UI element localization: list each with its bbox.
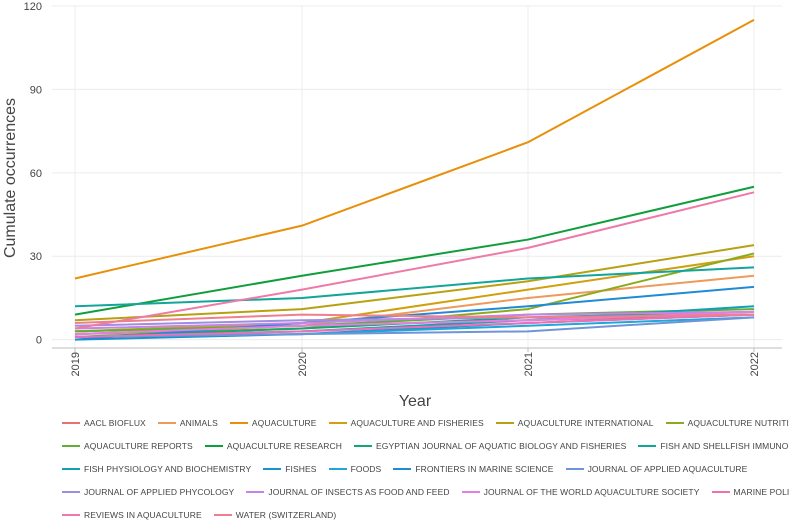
legend-swatch <box>62 422 80 424</box>
legend-swatch <box>205 445 223 447</box>
legend-item[interactable]: REVIEWS IN AQUACULTURE <box>62 510 202 520</box>
legend-label: JOURNAL OF THE WORLD AQUACULTURE SOCIETY <box>484 487 700 497</box>
x-tick-label: 2022 <box>749 352 761 376</box>
legend-swatch <box>638 445 656 447</box>
legend-row: AQUACULTURE REPORTS AQUACULTURE RESEARCH E… <box>62 434 787 457</box>
legend: AACL BIOFLUX ANIMALS AQUACULTURE AQUACULTUR… <box>62 411 787 526</box>
legend-item[interactable]: WATER (SWITZERLAND) <box>214 510 337 520</box>
legend-item[interactable]: JOURNAL OF INSECTS AS FOOD AND FEED <box>246 487 449 497</box>
legend-item[interactable]: AQUACULTURE NUTRITION <box>666 418 789 428</box>
legend-swatch <box>62 491 80 493</box>
legend-item[interactable]: AQUACULTURE <box>230 418 317 428</box>
legend-item[interactable]: AQUACULTURE RESEARCH <box>205 441 342 451</box>
legend-swatch <box>329 468 347 470</box>
y-tick-label: 90 <box>30 84 42 96</box>
legend-label: FOODS <box>351 464 382 474</box>
legend-swatch <box>496 422 514 424</box>
legend-item[interactable]: JOURNAL OF APPLIED AQUACULTURE <box>566 464 748 474</box>
legend-item[interactable]: EGYPTIAN JOURNAL OF AQUATIC BIOLOGY AND … <box>354 441 626 451</box>
legend-item[interactable]: FISH PHYSIOLOGY AND BIOCHEMISTRY <box>62 464 251 474</box>
legend-item[interactable]: FISH AND SHELLFISH IMMUNOLOGY <box>638 441 789 451</box>
legend-label: ANIMALS <box>180 418 218 428</box>
legend-row: FISH PHYSIOLOGY AND BIOCHEMISTRY FISHES FO… <box>62 457 787 480</box>
legend-item[interactable]: ANIMALS <box>158 418 218 428</box>
legend-swatch <box>263 468 281 470</box>
legend-label: AQUACULTURE <box>252 418 317 428</box>
legend-label: AACL BIOFLUX <box>84 418 146 428</box>
y-tick-label: 60 <box>30 168 42 180</box>
legend-item[interactable]: FISHES <box>263 464 316 474</box>
legend-label: JOURNAL OF APPLIED AQUACULTURE <box>588 464 748 474</box>
legend-label: FISH AND SHELLFISH IMMUNOLOGY <box>660 441 789 451</box>
legend-row: AACL BIOFLUX ANIMALS AQUACULTURE AQUACULTUR… <box>62 411 787 434</box>
y-tick-label: 120 <box>24 1 42 13</box>
legend-label: AQUACULTURE INTERNATIONAL <box>518 418 654 428</box>
legend-item[interactable]: JOURNAL OF APPLIED PHYCOLOGY <box>62 487 234 497</box>
legend-label: AQUACULTURE NUTRITION <box>688 418 789 428</box>
x-tick-label: 2021 <box>523 352 535 376</box>
legend-label: FISHES <box>285 464 316 474</box>
legend-label: FRONTIERS IN MARINE SCIENCE <box>415 464 553 474</box>
legend-item[interactable]: AQUACULTURE AND FISHERIES <box>329 418 484 428</box>
legend-swatch <box>354 445 372 447</box>
legend-item[interactable]: JOURNAL OF THE WORLD AQUACULTURE SOCIETY <box>462 487 700 497</box>
legend-row: REVIEWS IN AQUACULTURE WATER (SWITZERLAND… <box>62 503 787 526</box>
legend-label: JOURNAL OF INSECTS AS FOOD AND FEED <box>268 487 449 497</box>
legend-item[interactable]: MARINE POLICY <box>712 487 789 497</box>
legend-swatch <box>62 468 80 470</box>
legend-swatch <box>62 445 80 447</box>
legend-label: FISH PHYSIOLOGY AND BIOCHEMISTRY <box>84 464 251 474</box>
legend-swatch <box>393 468 411 470</box>
legend-swatch <box>246 491 264 493</box>
legend-item[interactable]: AACL BIOFLUX <box>62 418 146 428</box>
legend-swatch <box>566 468 584 470</box>
legend-swatch <box>666 422 684 424</box>
legend-item[interactable]: FOODS <box>329 464 382 474</box>
legend-swatch <box>158 422 176 424</box>
x-tick-label: 2019 <box>70 352 82 376</box>
legend-item[interactable]: AQUACULTURE REPORTS <box>62 441 193 451</box>
legend-item[interactable]: AQUACULTURE INTERNATIONAL <box>496 418 654 428</box>
legend-swatch <box>230 422 248 424</box>
legend-label: EGYPTIAN JOURNAL OF AQUATIC BIOLOGY AND … <box>376 441 626 451</box>
legend-swatch <box>214 514 232 516</box>
legend-label: AQUACULTURE AND FISHERIES <box>351 418 484 428</box>
legend-label: WATER (SWITZERLAND) <box>236 510 337 520</box>
legend-swatch <box>329 422 347 424</box>
y-tick-label: 30 <box>30 251 42 263</box>
legend-swatch <box>462 491 480 493</box>
x-axis-label: Year <box>399 393 432 410</box>
legend-label: JOURNAL OF APPLIED PHYCOLOGY <box>84 487 234 497</box>
legend-label: AQUACULTURE RESEARCH <box>227 441 342 451</box>
legend-label: MARINE POLICY <box>734 487 789 497</box>
y-axis-label: Cumulate occurrences <box>2 98 19 258</box>
legend-label: REVIEWS IN AQUACULTURE <box>84 510 202 520</box>
y-tick-label: 0 <box>36 335 42 347</box>
legend-row: JOURNAL OF APPLIED PHYCOLOGY JOURNAL OF I… <box>62 480 787 503</box>
legend-label: AQUACULTURE REPORTS <box>84 441 193 451</box>
x-tick-label: 2020 <box>297 352 309 376</box>
legend-item[interactable]: FRONTIERS IN MARINE SCIENCE <box>393 464 553 474</box>
legend-swatch <box>62 514 80 516</box>
legend-swatch <box>712 491 730 493</box>
